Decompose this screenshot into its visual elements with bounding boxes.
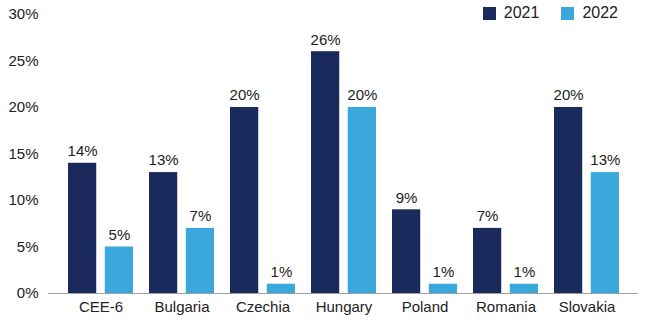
svg-text:20%: 20% [230, 86, 260, 103]
svg-text:10%: 10% [8, 191, 38, 208]
svg-text:Romania: Romania [476, 298, 537, 315]
html-text:2021: 2021 [503, 4, 540, 21]
svg-text:0%: 0% [17, 284, 39, 301]
svg-text:13%: 13% [590, 151, 620, 168]
svg-text:5%: 5% [109, 226, 131, 243]
svg-text:1%: 1% [271, 263, 293, 280]
svg-text:Slovakia: Slovakia [559, 298, 616, 315]
svg-text:9%: 9% [396, 189, 418, 206]
svg-text:5%: 5% [17, 238, 39, 255]
svg-text:Bulgaria: Bulgaria [154, 298, 210, 315]
svg-text:14%: 14% [68, 142, 98, 159]
svg-text:Poland: Poland [402, 298, 449, 315]
svg-text:Czechia: Czechia [236, 298, 291, 315]
svg-text:15%: 15% [8, 145, 38, 162]
svg-text:30%: 30% [8, 5, 38, 22]
svg-text:Hungary: Hungary [316, 298, 373, 315]
html-text:2022: 2022 [582, 4, 618, 21]
svg-text:25%: 25% [8, 52, 38, 69]
svg-text:1%: 1% [514, 263, 536, 280]
svg-text:26%: 26% [311, 31, 341, 48]
svg-text:20%: 20% [8, 98, 38, 115]
svg-text:CEE-6: CEE-6 [79, 298, 123, 315]
svg-text:7%: 7% [477, 207, 499, 224]
svg-text:20%: 20% [347, 86, 377, 103]
svg-text:13%: 13% [149, 151, 179, 168]
svg-text:20%: 20% [554, 86, 584, 103]
svg-text:1%: 1% [433, 263, 455, 280]
svg-text:7%: 7% [190, 207, 212, 224]
